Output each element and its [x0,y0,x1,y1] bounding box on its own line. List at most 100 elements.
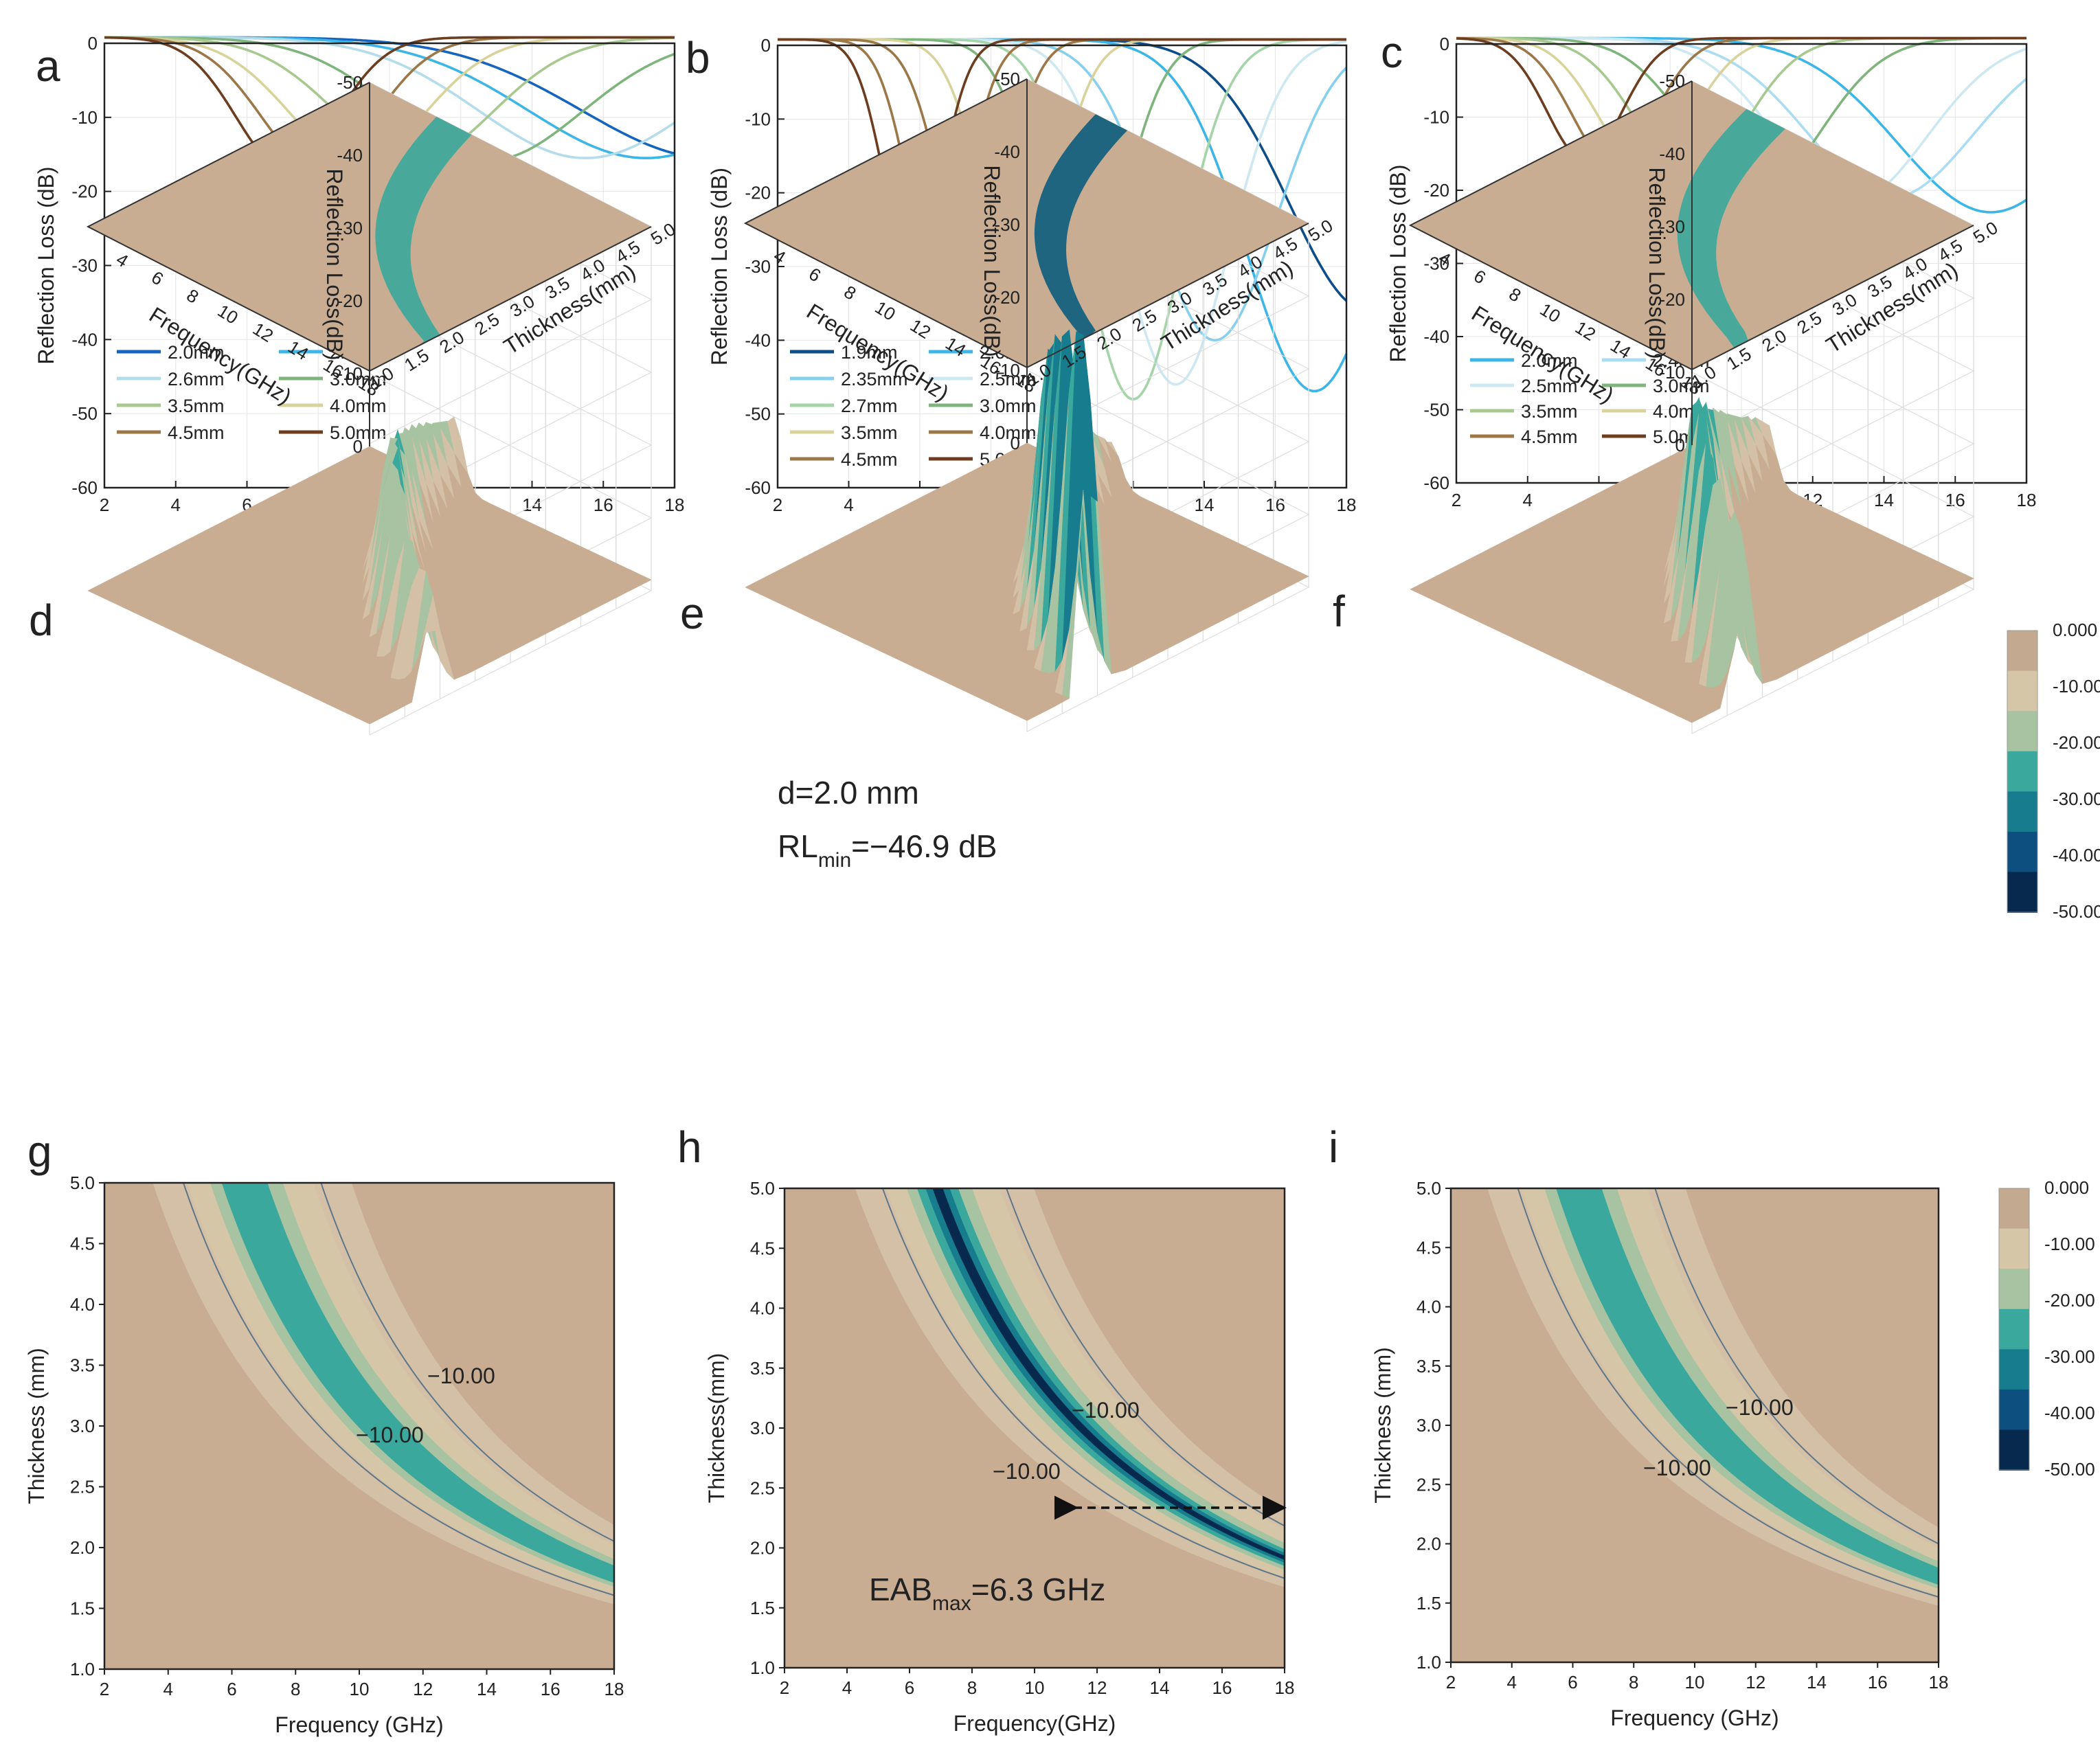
y-tick-label: -30 [71,256,98,276]
colorbar-tick: -20.00 [2044,1290,2095,1311]
colorbar-segment [2007,872,2037,913]
x-tick-label: 18 [605,1679,624,1699]
z-tick-label: -30 [337,218,363,238]
x-tick-label: 2 [1446,1672,1456,1692]
x-tick-label: 6 [1568,1672,1577,1692]
z-tick-label: -20 [1659,289,1685,310]
x-tick-label: 14 [477,1679,497,1699]
panel-label-i: i [1329,1122,1338,1172]
x-tick-label: 12 [413,1679,433,1699]
z-tick-label: -40 [1659,144,1685,164]
y-tick-label: 1.5 [70,1598,95,1619]
surface-cell [1684,712,1707,723]
x-tick-label: 10 [872,297,899,325]
y-tick-label: 2.5 [70,1477,95,1497]
contour-line [320,1183,614,1542]
x-tick-label: 2 [780,1677,789,1698]
y-tick-label: 4.5 [750,1238,775,1258]
z-tick-label: -10 [337,363,363,384]
legend-label: 2.0mm [168,342,225,363]
x-tick-label: 8 [840,282,859,304]
colorbar-segment [1999,1188,2029,1230]
x-tick-label: 14 [1195,495,1215,515]
contour-value-label: −10.00 [1726,1395,1794,1420]
y-tick-label: -40 [1423,326,1449,347]
legend-label: 2.35mm [841,369,908,389]
colorbar-tick: -50.00 [2044,1459,2095,1480]
contour-line [1517,1188,1939,1598]
colorbar-segment [2007,631,2037,672]
legend-label: 2.5mm [1521,376,1578,396]
x-tick-label: 18 [1337,495,1357,515]
y-tick-label: -10 [1423,107,1449,128]
y-tick-label: 3.5 [1416,1356,1441,1377]
band-teal [221,1183,614,1583]
eab-value: =6.3 GHz [971,1572,1106,1607]
axis-frame [743,78,1309,369]
z-tick-label: -20 [994,287,1020,308]
legend-label: 3.0mm [980,396,1037,416]
y-tick-label: 4.0 [1416,1297,1441,1317]
rl-prefix: RL [778,828,818,864]
y-tick-label: -20 [1423,180,1449,201]
annotation-d: d=2.0 mm [778,775,919,811]
contour-value-label: −10.00 [993,1459,1061,1484]
colorbar-segment [2007,670,2037,712]
series-line-5.0mm [778,38,1346,272]
band-deep [925,1188,1285,1563]
x-tick-label: 14 [1150,1677,1170,1698]
colorbar-segment [1999,1228,2029,1270]
band-teal [1556,1188,1939,1585]
x-tick-label: 2 [100,495,109,515]
x-axis-title: Frequency (GHz) [275,1712,443,1737]
x-tick-label: 8 [967,1677,977,1698]
y-tick-label: 3.0 [750,1418,775,1438]
z-tick-label: 0 [1675,435,1685,455]
legend-label: 3.0mm [1653,376,1710,396]
surface-d: 0-10-20-30-40-5046810121416181.01.52.02.… [86,72,679,736]
eab-sub: max [932,1592,971,1615]
series-line-5.0mm [104,36,675,171]
contour-value-label: −10.00 [1643,1456,1711,1480]
x-tick-label: 8 [183,285,202,308]
legend-label: 4.5mm [841,449,898,470]
eab-prefix: EAB [869,1572,932,1607]
x-tick-label: 10 [350,1679,370,1699]
colorbar-segment [2007,831,2037,873]
y-tick-label: -40 [71,329,98,350]
z-tick-label: 0 [1011,433,1020,453]
contour-field [1451,1188,1939,1662]
colorbar-segment [1999,1349,2029,1390]
panel-label-a: a [36,41,60,91]
y-axis-title: Thickness (mm) [1370,1347,1395,1504]
x-tick-label: 18 [1275,1677,1295,1698]
x-tick-label: 14 [1807,1672,1827,1692]
floor-band [375,116,472,356]
panel-label-h: h [677,1122,702,1172]
x-tick-label: 2 [100,1679,109,1699]
band-green [906,1188,1285,1570]
y-tick-label: -50 [71,403,98,424]
x-tick-label: 12 [1746,1672,1765,1692]
z-axis-title: Reflection Loss(dB) [322,168,347,360]
colorbar-tick: -40.00 [2044,1403,2095,1423]
y-tick-label: 4.0 [750,1298,775,1319]
x-tick-label: 16 [1212,1677,1232,1698]
x-tick-label: 6 [148,267,167,289]
y-tick-label: 1.5 [1416,1593,1441,1614]
surface-e: 0-10-20-30-40-5046810121416181.01.52.02.… [743,69,1337,732]
colorbar-tick: -10.00 [2053,676,2100,697]
contour-line [182,1183,614,1596]
contour-line [1654,1188,1939,1545]
contour-value-label: −10.00 [1072,1398,1140,1423]
y-tick-label: -40 [745,330,771,350]
x-tick-label: 6 [1470,265,1489,288]
colorbar-frame [1998,1188,2030,1471]
y-tick-label: -20 [745,183,771,203]
x-axis-title: Frequency(GHz) [953,1711,1116,1736]
x-tick-label: 6 [227,1679,236,1699]
contour-value-label: −10.00 [356,1423,424,1447]
axis-frame [86,82,652,372]
contour-i: 2 4 6 8 10 12 14 16 18 1.0 1.5 2.0 2.5 3.0 3.5 4.0 4.5 5.… [1370,1178,1948,1730]
y-tick-label: -30 [1423,253,1449,274]
